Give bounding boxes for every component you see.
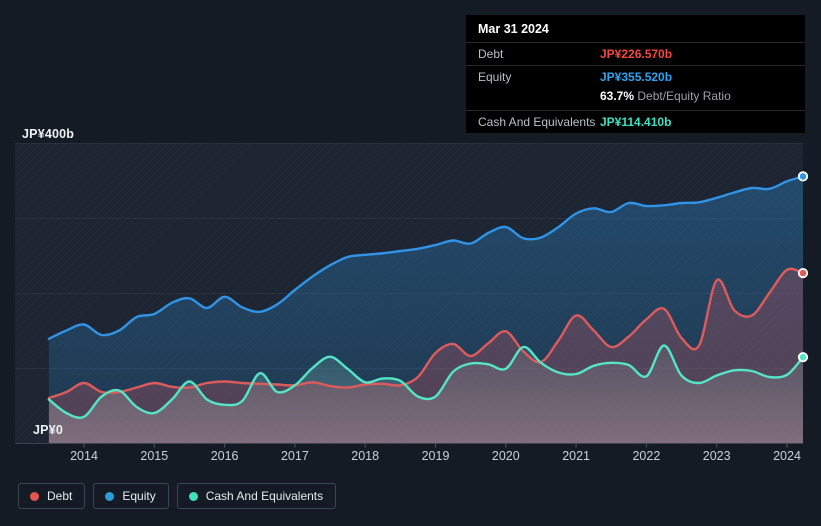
tooltip-ratio-value: 63.7% <box>600 89 635 103</box>
legend-item-debt[interactable]: Debt <box>18 483 86 509</box>
x-axis-year-2014: 2014 <box>70 449 98 463</box>
cash-and-equivalents-endpoint-dot[interactable] <box>797 352 809 363</box>
tooltip-cash-value: JP¥114.410b <box>600 115 672 129</box>
legend-label: Equity <box>122 489 156 503</box>
debt-area <box>48 268 803 443</box>
cash-and-equivalents-line <box>47 344 805 419</box>
tooltip-date: Mar 31 2024 <box>478 22 549 36</box>
legend-dot-icon <box>188 491 198 501</box>
y-axis-max-label: JP¥400b <box>22 127 75 141</box>
x-axis-year-2023: 2023 <box>702 449 731 463</box>
debt-endpoint-dot[interactable] <box>797 267 809 279</box>
tooltip-debt-value: JP¥226.570b <box>600 47 673 61</box>
tooltip-ratio-label: Debt/Equity Ratio <box>637 89 731 103</box>
tooltip-cash-label: Cash And Equivalents <box>478 115 596 129</box>
tooltip-equity-label: Equity <box>478 70 512 84</box>
x-axis-year-2016: 2016 <box>210 449 239 463</box>
debt-line <box>47 267 805 400</box>
chart-tooltip: Mar 31 2024 Debt JP¥226.570b Equity JP¥3… <box>466 15 805 133</box>
x-axis-year-2021: 2021 <box>562 449 590 463</box>
tooltip-debt-label: Debt <box>478 47 504 61</box>
legend-dot-icon <box>30 491 39 501</box>
legend-label: Debt <box>47 489 73 503</box>
tooltip-ratio-row: 63.7% Debt/Equity Ratio <box>466 88 805 110</box>
x-axis-year-2019: 2019 <box>421 449 450 463</box>
tooltip-row-debt: Debt JP¥226.570b <box>466 42 805 65</box>
legend-item-equity[interactable]: Equity <box>93 483 169 509</box>
tooltip-equity-value: JP¥355.520b <box>600 70 673 84</box>
y-axis-zero-label: JP¥0 <box>33 423 63 437</box>
x-axis-year-2024: 2024 <box>773 449 801 463</box>
chart-legend: Debt Equity Cash And Equivalents <box>18 483 337 509</box>
equity-endpoint-dot[interactable] <box>797 171 809 182</box>
x-axis-year-2015: 2015 <box>140 449 169 463</box>
x-axis-year-2017: 2017 <box>280 449 309 463</box>
equity-line <box>47 175 805 340</box>
legend-dot-icon <box>105 491 115 501</box>
tooltip-row-cash: Cash And Equivalents JP¥114.410b <box>466 110 805 133</box>
tooltip-row-equity: Equity JP¥355.520b <box>466 65 805 88</box>
legend-item-cash-and-equivalents[interactable]: Cash And Equivalents <box>176 483 337 509</box>
x-axis-year-2022: 2022 <box>632 449 661 463</box>
legend-label: Cash And Equivalents <box>205 489 324 503</box>
x-axis-year-2018: 2018 <box>351 449 380 463</box>
x-axis-year-2020: 2020 <box>491 449 520 463</box>
